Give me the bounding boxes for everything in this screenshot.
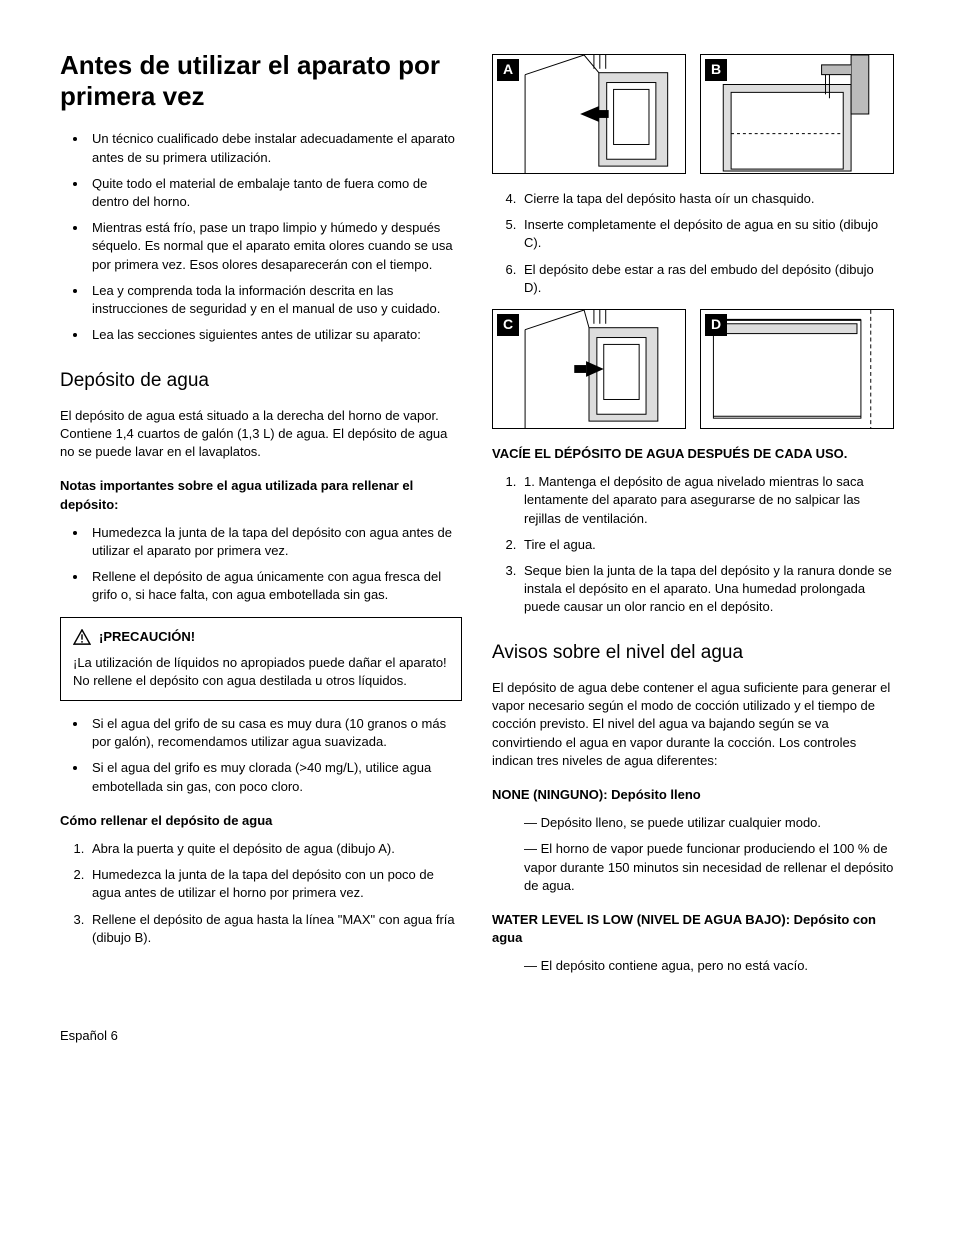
figure-label: C [497, 314, 519, 336]
intro-bullet-list: Un técnico cualificado debe instalar ade… [60, 130, 462, 344]
level-low-heading: WATER LEVEL IS LOW (NIVEL DE AGUA BAJO):… [492, 911, 894, 947]
caution-label: ¡PRECAUCIÓN! [99, 628, 195, 646]
fill-steps-1-3: Abra la puerta y quite el depósito de ag… [60, 840, 462, 947]
page-footer: Español 6 [60, 1027, 894, 1045]
list-item: Mientras está frío, pase un trapo limpio… [88, 219, 462, 274]
figure-label: B [705, 59, 727, 81]
water-level-intro: El depósito de agua debe contener el agu… [492, 679, 894, 770]
fill-heading: Cómo rellenar el depósito de agua [60, 812, 462, 830]
list-item: Si el agua del grifo es muy clorada (>40… [88, 759, 462, 795]
list-item: El depósito debe estar a ras del embudo … [520, 261, 894, 297]
list-item: Humedezca la junta de la tapa del depósi… [88, 524, 462, 560]
list-item: El depósito contiene agua, pero no está … [520, 957, 894, 975]
list-item: Lea y comprenda toda la información desc… [88, 282, 462, 318]
list-item: Humedezca la junta de la tapa del depósi… [88, 866, 462, 902]
list-item: Inserte completamente el depósito de agu… [520, 216, 894, 252]
figure-b: B [700, 54, 894, 174]
water-notes-list: Humedezca la junta de la tapa del depósi… [60, 524, 462, 605]
list-item: Rellene el depósito de agua hasta la lín… [88, 911, 462, 947]
list-item: Depósito lleno, se puede utilizar cualqu… [520, 814, 894, 832]
list-item: Un técnico cualificado debe instalar ade… [88, 130, 462, 166]
list-item: Seque bien la junta de la tapa del depós… [520, 562, 894, 617]
level-none-list: Depósito lleno, se puede utilizar cualqu… [492, 814, 894, 895]
post-caution-list: Si el agua del grifo de su casa es muy d… [60, 715, 462, 796]
list-item: El horno de vapor puede funcionar produc… [520, 840, 894, 895]
list-item: Cierre la tapa del depósito hasta oír un… [520, 190, 894, 208]
list-item: Si el agua del grifo de su casa es muy d… [88, 715, 462, 751]
figure-label: D [705, 314, 727, 336]
list-item: Lea las secciones siguientes antes de ut… [88, 326, 462, 344]
list-item: Quite todo el material de embalaje tanto… [88, 175, 462, 211]
list-item: Abra la puerta y quite el depósito de ag… [88, 840, 462, 858]
figure-d: D [700, 309, 894, 429]
figure-label: A [497, 59, 519, 81]
water-level-heading: Avisos sobre el nivel del agua [492, 640, 894, 667]
empty-steps: 1. Mantenga el depósito de agua nivelado… [492, 473, 894, 616]
list-item: Tire el agua. [520, 536, 894, 554]
caution-text: ¡La utilización de líquidos no apropiado… [73, 654, 449, 690]
water-notes-heading: Notas importantes sobre el agua utilizad… [60, 477, 462, 513]
water-tank-intro: El depósito de agua está situado a la de… [60, 407, 462, 462]
list-item: Rellene el depósito de agua únicamente c… [88, 568, 462, 604]
fill-steps-4-6: Cierre la tapa del depósito hasta oír un… [492, 190, 894, 297]
page-title: Antes de utilizar el aparato por primera… [60, 50, 462, 112]
figure-c: C [492, 309, 686, 429]
figure-a: A [492, 54, 686, 174]
warning-icon [73, 629, 91, 645]
level-none-heading: NONE (NINGUNO): Depósito lleno [492, 786, 894, 804]
level-low-list: El depósito contiene agua, pero no está … [492, 957, 894, 975]
list-item: 1. Mantenga el depósito de agua nivelado… [520, 473, 894, 528]
caution-box: ¡PRECAUCIÓN! ¡La utilización de líquidos… [60, 617, 462, 702]
water-tank-heading: Depósito de agua [60, 368, 462, 395]
empty-heading: VACÍE EL DÉPÓSITO DE AGUA DESPUÉS DE CAD… [492, 445, 894, 463]
